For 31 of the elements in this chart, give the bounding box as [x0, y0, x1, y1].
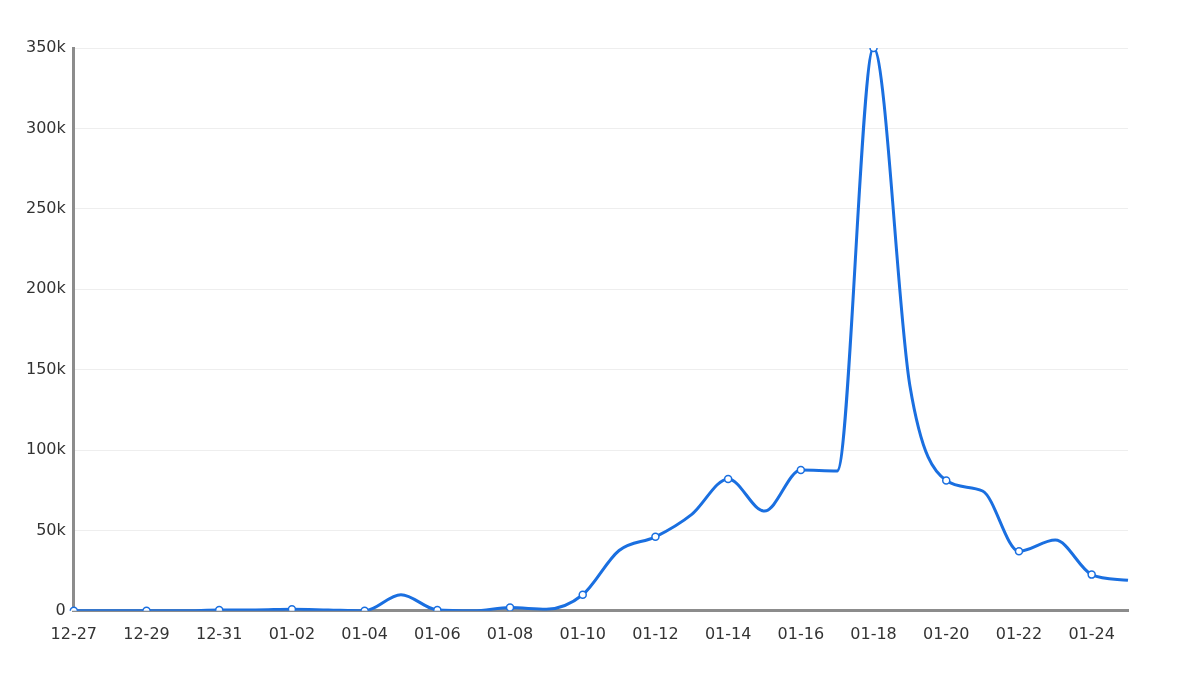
point — [796, 465, 806, 475]
point — [941, 476, 951, 485]
y-tick-label: 250k — [25, 197, 67, 217]
y-tick-label: 0 — [55, 599, 66, 619]
x-tick-label: 01-20 — [922, 623, 970, 643]
x-tick-label: 12-31 — [195, 623, 243, 643]
y-tick-label: 300k — [25, 117, 67, 137]
x-tick-label: 12-27 — [50, 623, 98, 643]
point — [1087, 570, 1096, 579]
point — [505, 603, 515, 611]
x-tick-label: 01-12 — [632, 623, 679, 643]
x-tick-label: 01-02 — [268, 623, 316, 643]
point — [578, 590, 587, 599]
x-tick-label: 01-08 — [486, 623, 534, 643]
x-tick-label: 01-24 — [1068, 623, 1115, 643]
point — [651, 532, 660, 542]
point — [1014, 547, 1024, 556]
point — [723, 474, 733, 484]
x-tick-label: 01-06 — [414, 623, 461, 643]
x-tick-label: 01-22 — [995, 623, 1043, 643]
x-tick-label: 12-29 — [123, 623, 170, 643]
y-tick-label: 200k — [25, 278, 67, 298]
x-tick-label: 01-10 — [559, 623, 606, 643]
y-tick-label: 150k — [25, 358, 67, 378]
x-tick-label: 01-18 — [850, 623, 897, 643]
y-tick-label: 50k — [36, 519, 67, 539]
y-tick-label: 100k — [25, 439, 67, 459]
x-tick-label: 01-16 — [777, 623, 825, 643]
x-tick-label: 01-14 — [704, 623, 752, 643]
y-tick-label: 350k — [25, 37, 67, 57]
x-tick-label: 01-04 — [341, 623, 388, 643]
